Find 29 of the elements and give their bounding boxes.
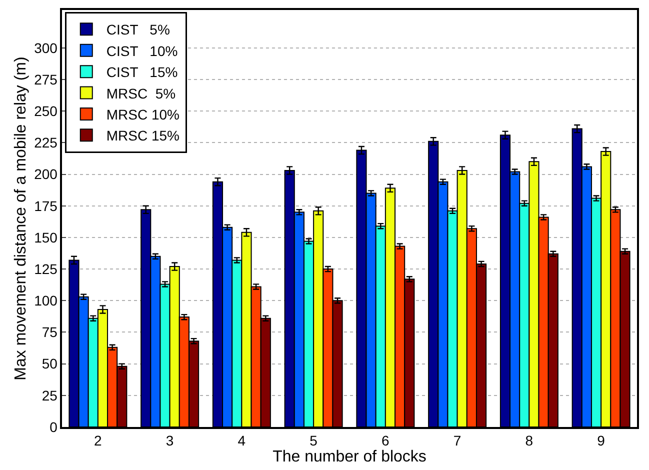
y-tick-label: 250 [34,102,58,119]
y-tick-label: 100 [34,292,58,309]
legend-label: CIST 15% [106,64,178,80]
x-tick-label: 9 [597,432,606,449]
y-tick-label: 25 [42,387,58,404]
y-tick-label: 275 [34,71,58,88]
x-tick-label: 4 [238,432,246,449]
y-axis-title: Max movement distance of a mobile relay (m) [12,56,30,380]
y-tick-label: 150 [34,229,58,246]
y-tick-label: 0 [50,418,58,435]
y-tick-label: 125 [34,260,58,277]
legend-label: CIST 10% [106,42,178,59]
x-tick-label: 2 [94,432,102,449]
y-tick-label: 225 [34,134,58,151]
legend-label: MRSC 5% [106,85,176,102]
x-tick-label: 7 [453,432,462,449]
x-axis-title: The number of blocks [272,448,426,466]
x-tick-label: 8 [525,432,534,449]
y-tick-label: 175 [34,198,58,214]
x-tick-label: 5 [310,432,318,449]
x-tick-label: 6 [382,432,390,449]
legend-label: MRSC 10% [106,106,180,122]
legend-label: CIST 5% [106,22,170,38]
y-tick-label: 300 [34,40,58,56]
x-tick-label: 3 [166,432,174,449]
y-tick-label: 200 [34,166,58,182]
legend-label: MRSC 15% [106,128,180,144]
y-tick-label: 50 [42,356,58,372]
y-tick-label: 75 [42,324,58,340]
